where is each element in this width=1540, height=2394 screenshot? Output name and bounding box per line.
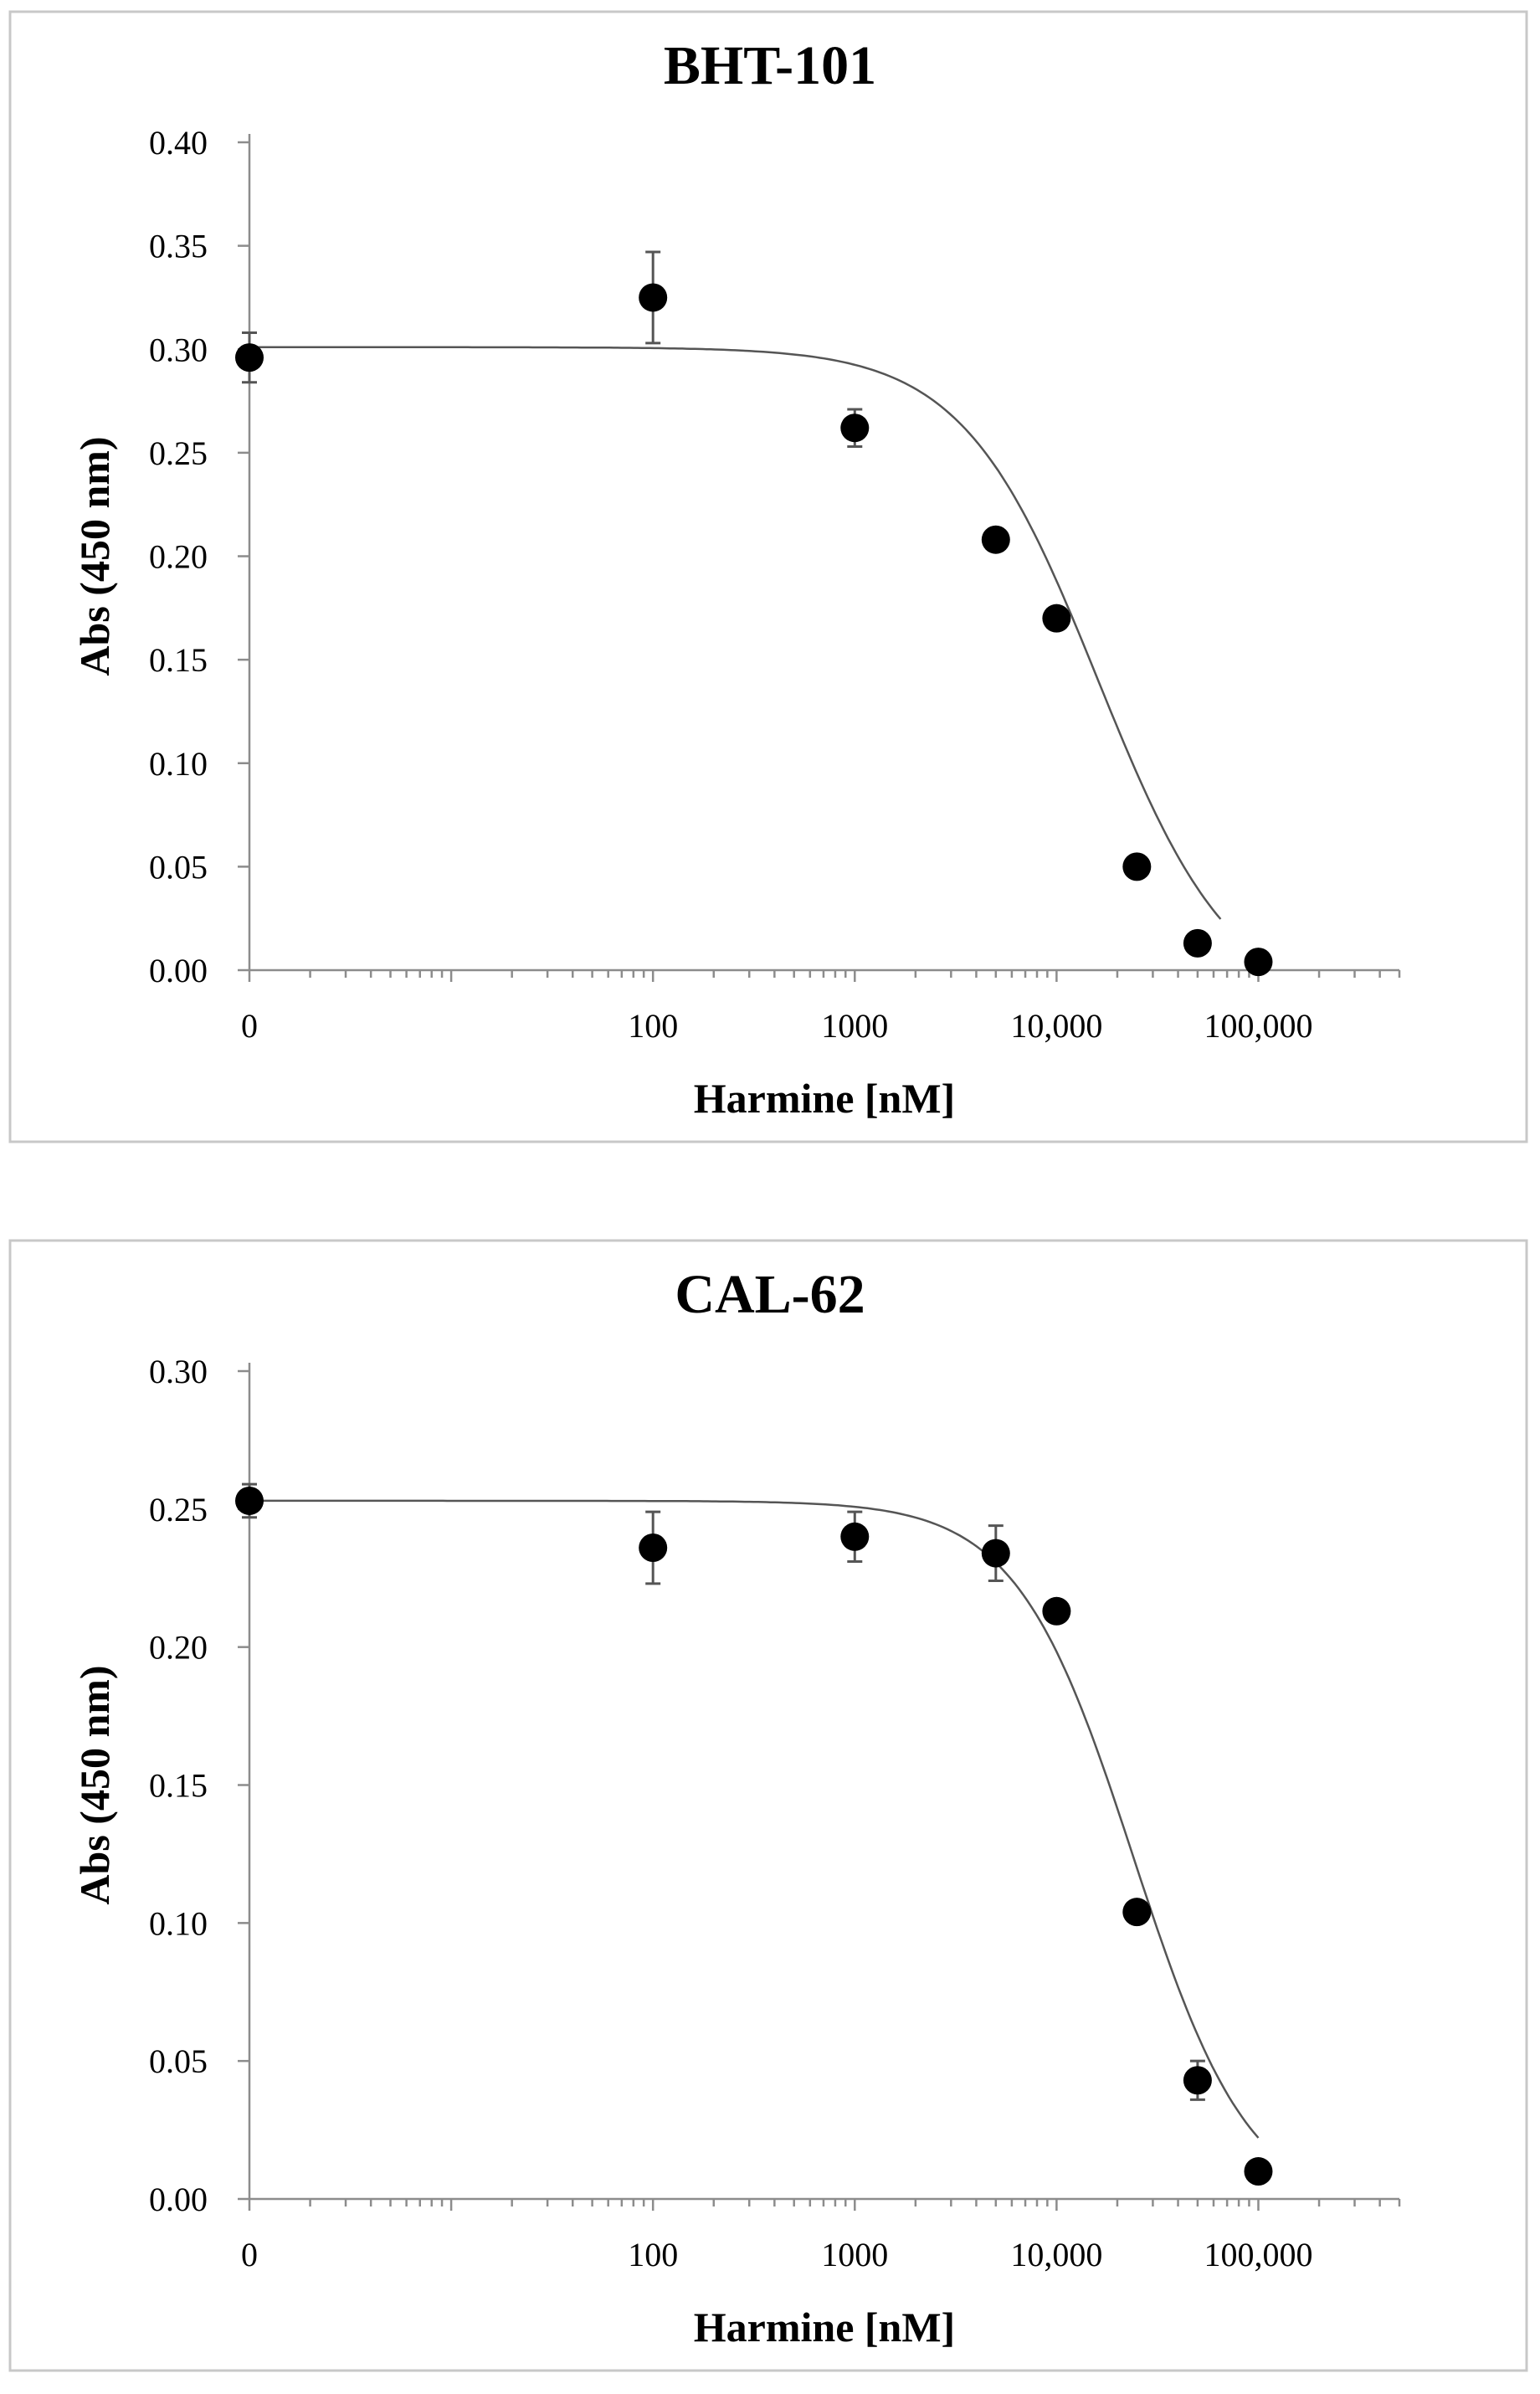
chart-title: CAL-62: [675, 1264, 865, 1325]
x-tick-label: 100,000: [1204, 1007, 1312, 1045]
chart-title: BHT-101: [664, 35, 876, 96]
data-point: [840, 414, 870, 443]
x-tick-label: 10,000: [1010, 2236, 1102, 2273]
data-point: [1042, 1596, 1071, 1626]
y-tick-label: 0.05: [149, 848, 208, 886]
chart-panel-bht-101: BHT-101 0.00 0.05 0.10 0.15 0.20 0.25 0.30 0.35 0…: [0, 8, 1540, 1147]
y-tick-label: 0.05: [149, 2042, 208, 2080]
data-point: [1042, 604, 1071, 633]
x-axis-title: Harmine [nM]: [694, 1075, 955, 1122]
y-tick-label: 0.20: [149, 538, 208, 576]
y-tick-label: 0.25: [149, 434, 208, 472]
x-tick-label: 10,000: [1010, 1007, 1102, 1045]
data-point: [235, 343, 264, 372]
chart-bht-101: BHT-101 0.00 0.05 0.10 0.15 0.20 0.25 0.30 0.35 0…: [8, 10, 1528, 1143]
data-point: [1244, 2157, 1273, 2186]
chart-panel-cal-62: CAL-62 0.00 0.05 0.10 0.15 0.20 0.25 0.30 0 100 10…: [0, 1237, 1540, 2376]
data-point: [981, 1539, 1010, 1568]
y-axis-title: Abs (450 nm): [71, 436, 118, 676]
x-tick-label: 1000: [821, 1007, 888, 1045]
y-tick-label: 0.35: [149, 228, 208, 265]
y-tick-label: 0.25: [149, 1491, 208, 1528]
x-tick-label: 1000: [821, 2236, 888, 2273]
y-tick-label: 0.00: [149, 2181, 208, 2218]
fit-curve: [249, 1499, 1260, 2139]
y-axis-title: Abs (450 nm): [71, 1665, 118, 1904]
fit-curve: [249, 346, 1222, 920]
x-tick-label: 100: [628, 1007, 678, 1045]
data-point: [840, 1522, 870, 1551]
data-point: [235, 1486, 264, 1515]
data-point: [1244, 948, 1273, 977]
y-tick-label: 0.15: [149, 1767, 208, 1805]
x-tick-label: 0: [241, 1007, 258, 1045]
y-tick-label: 0.00: [149, 952, 208, 989]
x-tick-label: 100: [628, 2236, 678, 2273]
data-point: [1183, 928, 1212, 958]
y-tick-label: 0.20: [149, 1629, 208, 1667]
data-point: [639, 1533, 668, 1562]
data-point: [639, 283, 668, 312]
data-point: [981, 525, 1010, 554]
x-tick-label: 0: [241, 2236, 258, 2273]
chart0-frame: [8, 10, 1528, 1143]
y-tick-label: 0.30: [149, 331, 208, 368]
y-tick-label: 0.30: [149, 1353, 208, 1390]
data-point: [1122, 852, 1152, 881]
x-axis-title: Harmine [nM]: [694, 2304, 955, 2350]
data-point: [1122, 1898, 1152, 1927]
y-tick-label: 0.10: [149, 1904, 208, 1942]
chart1-frame: [8, 1239, 1528, 2372]
chart-cal-62: CAL-62 0.00 0.05 0.10 0.15 0.20 0.25 0.30 0 100 10…: [8, 1239, 1528, 2372]
data-point: [1183, 2066, 1212, 2095]
y-tick-label: 0.40: [149, 124, 208, 162]
y-tick-label: 0.10: [149, 745, 208, 783]
y-tick-label: 0.15: [149, 641, 208, 679]
x-tick-label: 100,000: [1204, 2236, 1312, 2273]
